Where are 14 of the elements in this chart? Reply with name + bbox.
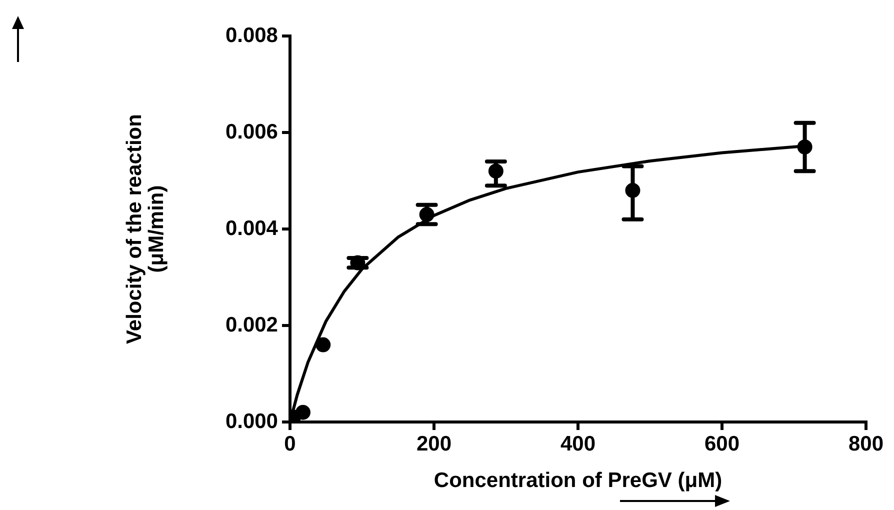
x-tick-label: 800: [848, 432, 884, 456]
y-tick-label: 0.002: [225, 313, 278, 336]
y-tick-label: 0.004: [225, 216, 278, 240]
x-tick-label: 400: [560, 432, 596, 456]
x-tick-label: 600: [704, 432, 740, 456]
point: [316, 337, 331, 352]
x-tick-label: 200: [416, 432, 452, 456]
x-tick-label: 0: [284, 432, 296, 456]
y-tick-label: 0.006: [225, 120, 278, 144]
y-tick-label: 0.008: [225, 24, 278, 47]
x-axis-title: Concentration of PreGV (μM): [434, 468, 722, 492]
y-tick-label: 0.000: [225, 410, 278, 433]
y-axis-title: Velocity of the reaction (μM/min): [122, 114, 168, 344]
point: [295, 404, 310, 420]
